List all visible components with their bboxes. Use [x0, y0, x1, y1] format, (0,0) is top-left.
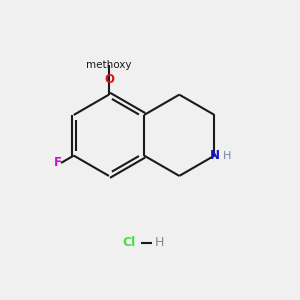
Text: H: H [223, 151, 231, 160]
Text: O: O [104, 74, 114, 86]
Text: F: F [53, 157, 62, 169]
Text: Cl: Cl [122, 236, 135, 249]
Text: H: H [155, 236, 164, 249]
Text: N: N [209, 149, 220, 162]
Text: methoxy: methoxy [86, 60, 132, 70]
